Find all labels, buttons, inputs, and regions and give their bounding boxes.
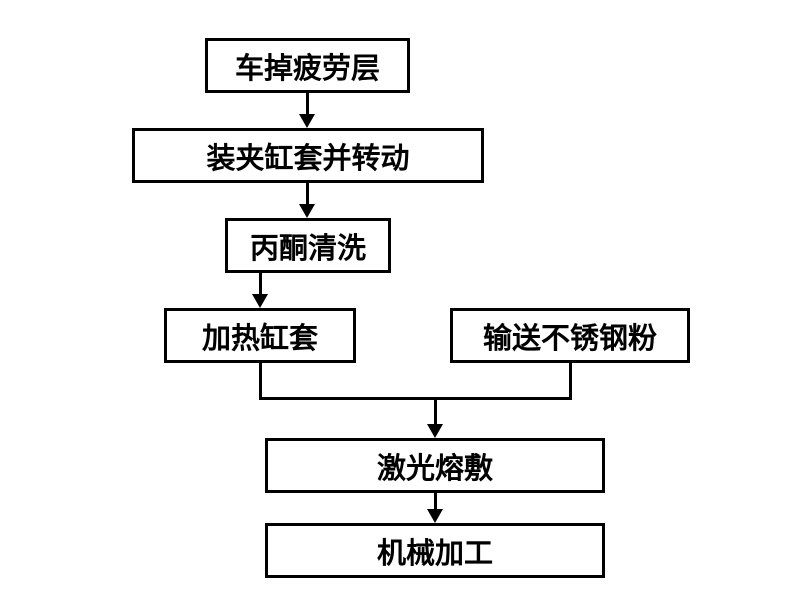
- node-machining: 机械加工: [265, 523, 605, 578]
- arrow-line: [259, 397, 572, 400]
- arrow-head: [427, 509, 443, 523]
- arrow-line: [434, 397, 437, 424]
- arrow-line: [259, 363, 262, 399]
- node-label: 激光熔敷: [377, 445, 493, 487]
- flowchart-container: 车掉疲劳层 装夹缸套并转动 丙酮清洗 加热缸套 输送不锈钢粉 激光熔敷 机械加工: [0, 0, 800, 613]
- arrow-line: [306, 93, 309, 114]
- arrow-head: [299, 114, 315, 128]
- node-feed-stainless-powder: 输送不锈钢粉: [450, 308, 690, 363]
- arrow-head: [299, 204, 315, 218]
- arrow-line: [259, 273, 262, 294]
- arrow-line: [434, 493, 437, 509]
- node-clamp-sleeve-rotate: 装夹缸套并转动: [132, 128, 484, 183]
- arrow-line: [306, 183, 309, 204]
- node-label: 加热缸套: [202, 315, 318, 357]
- node-heat-sleeve: 加热缸套: [164, 308, 356, 363]
- arrow-head: [252, 294, 268, 308]
- node-remove-fatigue-layer: 车掉疲劳层: [205, 38, 410, 93]
- arrow-head: [427, 424, 443, 438]
- arrow-line: [569, 363, 572, 399]
- node-label: 装夹缸套并转动: [206, 135, 409, 177]
- node-label: 丙酮清洗: [250, 225, 366, 267]
- node-label: 机械加工: [377, 530, 493, 572]
- node-label: 车掉疲劳层: [235, 45, 380, 87]
- node-acetone-cleaning: 丙酮清洗: [225, 218, 391, 273]
- node-laser-cladding: 激光熔敷: [265, 438, 605, 493]
- node-label: 输送不锈钢粉: [483, 315, 657, 357]
